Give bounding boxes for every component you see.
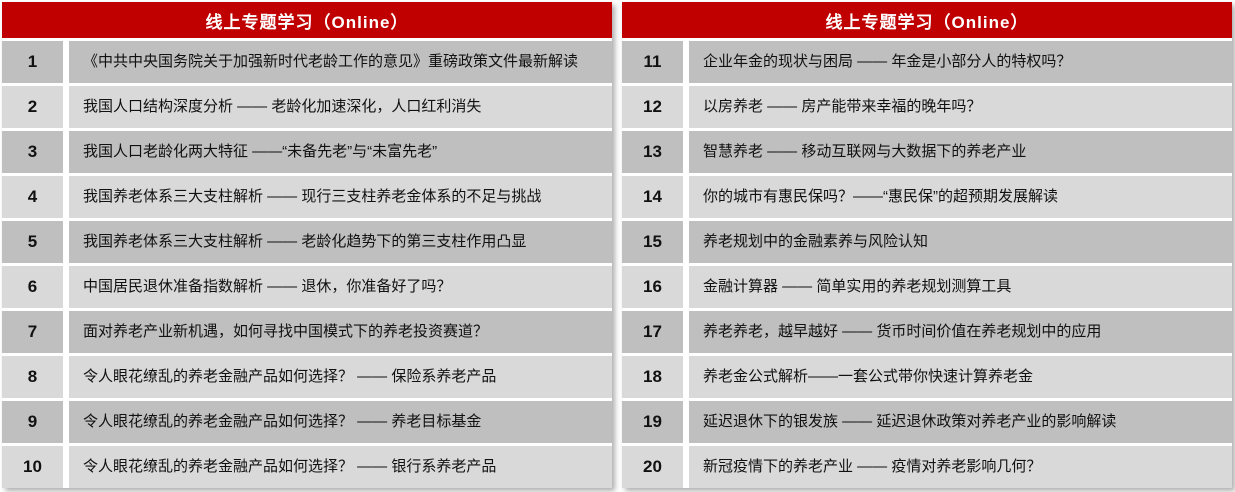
row-topic: 智慧养老 —— 移动互联网与大数据下的养老产业 xyxy=(703,143,1027,161)
table-row: 16 金融计算器 —— 简单实用的养老规划测算工具 xyxy=(622,263,1232,308)
row-number: 17 xyxy=(622,311,689,353)
table-row: 17 养老养老，越早越好 —— 货币时间价值在养老规划中的应用 xyxy=(622,308,1232,353)
table-header: 线上专题学习（Online） xyxy=(2,2,612,38)
row-number: 11 xyxy=(622,41,689,83)
table-row: 19 延迟退休下的银发族 —— 延迟退休政策对养老产业的影响解读 xyxy=(622,398,1232,443)
table-row: 3 我国人口老龄化两大特征 ——“未备先老”与“未富先老” xyxy=(2,128,612,173)
row-number: 15 xyxy=(622,221,689,263)
table-rows: 1 《中共中央国务院关于加强新时代老龄工作的意见》重磅政策文件最新解读 2 我国人口结… xyxy=(2,38,612,488)
row-number: 3 xyxy=(2,131,69,173)
row-topic: 令人眼花缭乱的养老金融产品如何选择？ —— 银行系养老产品 xyxy=(83,458,497,476)
row-number: 10 xyxy=(2,446,69,488)
table-row: 9 令人眼花缭乱的养老金融产品如何选择？ —— 养老目标基金 xyxy=(2,398,612,443)
row-number: 5 xyxy=(2,221,69,263)
table-row: 8 令人眼花缭乱的养老金融产品如何选择？ —— 保险系养老产品 xyxy=(2,353,612,398)
table-row: 13 智慧养老 —— 移动互联网与大数据下的养老产业 xyxy=(622,128,1232,173)
table-row: 10 令人眼花缭乱的养老金融产品如何选择？ —— 银行系养老产品 xyxy=(2,443,612,488)
row-number: 8 xyxy=(2,356,69,398)
table-row: 18 养老金公式解析——一套公式带你快速计算养老金 xyxy=(622,353,1232,398)
table-title: 线上专题学习（Online） xyxy=(825,12,1029,32)
table-row: 2 我国人口结构深度分析 —— 老龄化加速深化，人口红利消失 xyxy=(2,83,612,128)
row-topic: 我国人口老龄化两大特征 ——“未备先老”与“未富先老” xyxy=(83,143,438,161)
table-row: 7 面对养老产业新机遇，如何寻找中国模式下的养老投资赛道？ xyxy=(2,308,612,353)
row-topic: 养老金公式解析——一套公式带你快速计算养老金 xyxy=(703,368,1034,386)
table-row: 11 企业年金的现状与困局 —— 年金是小部分人的特权吗？ xyxy=(622,38,1232,83)
table-row: 6 中国居民退休准备指数解析 —— 退休，你准备好了吗？ xyxy=(2,263,612,308)
row-number: 13 xyxy=(622,131,689,173)
row-topic: 金融计算器 —— 简单实用的养老规划测算工具 xyxy=(703,278,1012,296)
table-row: 4 我国养老体系三大支柱解析 —— 现行三支柱养老金体系的不足与挑战 xyxy=(2,173,612,218)
table-row: 20 新冠疫情下的养老产业 —— 疫情对养老影响几何？ xyxy=(622,443,1232,488)
row-topic: 养老养老，越早越好 —— 货币时间价值在养老规划中的应用 xyxy=(703,323,1102,341)
row-number: 2 xyxy=(2,86,69,128)
row-number: 19 xyxy=(622,401,689,443)
table-header: 线上专题学习（Online） xyxy=(622,2,1232,38)
row-topic: 中国居民退休准备指数解析 —— 退休，你准备好了吗？ xyxy=(83,278,452,296)
row-topic: 面对养老产业新机遇，如何寻找中国模式下的养老投资赛道？ xyxy=(83,323,489,341)
row-topic: 延迟退休下的银发族 —— 延迟退休政策对养老产业的影响解读 xyxy=(703,413,1117,431)
row-number: 1 xyxy=(2,41,69,83)
row-topic: 《中共中央国务院关于加强新时代老龄工作的意见》重磅政策文件最新解读 xyxy=(83,53,579,71)
row-topic: 我国养老体系三大支柱解析 —— 老龄化趋势下的第三支柱作用凸显 xyxy=(83,233,527,251)
row-topic: 新冠疫情下的养老产业 —— 疫情对养老影响几何？ xyxy=(703,458,1042,476)
row-number: 4 xyxy=(2,176,69,218)
row-topic: 你的城市有惠民保吗？——“惠民保”的超预期发展解读 xyxy=(703,188,1058,206)
online-topics-table-right: 线上专题学习（Online） 11 企业年金的现状与困局 —— 年金是小部分人的特… xyxy=(622,2,1232,488)
table-title: 线上专题学习（Online） xyxy=(205,12,409,32)
row-number: 7 xyxy=(2,311,69,353)
table-row: 5 我国养老体系三大支柱解析 —— 老龄化趋势下的第三支柱作用凸显 xyxy=(2,218,612,263)
row-topic: 令人眼花缭乱的养老金融产品如何选择？ —— 保险系养老产品 xyxy=(83,368,497,386)
row-topic: 企业年金的现状与困局 —— 年金是小部分人的特权吗？ xyxy=(703,53,1072,71)
table-row: 15 养老规划中的金融素养与风险认知 xyxy=(622,218,1232,263)
row-number: 20 xyxy=(622,446,689,488)
row-number: 6 xyxy=(2,266,69,308)
row-number: 9 xyxy=(2,401,69,443)
table-row: 1 《中共中央国务院关于加强新时代老龄工作的意见》重磅政策文件最新解读 xyxy=(2,38,612,83)
table-rows: 11 企业年金的现状与困局 —— 年金是小部分人的特权吗？ 12 以房养老 —— 房产… xyxy=(622,38,1232,488)
row-topic: 养老规划中的金融素养与风险认知 xyxy=(703,233,929,251)
table-row: 12 以房养老 —— 房产能带来幸福的晚年吗？ xyxy=(622,83,1232,128)
row-number: 16 xyxy=(622,266,689,308)
table-row: 14 你的城市有惠民保吗？——“惠民保”的超预期发展解读 xyxy=(622,173,1232,218)
row-topic: 令人眼花缭乱的养老金融产品如何选择？ —— 养老目标基金 xyxy=(83,413,482,431)
row-topic: 以房养老 —— 房产能带来幸福的晚年吗？ xyxy=(703,98,982,116)
row-number: 14 xyxy=(622,176,689,218)
row-number: 18 xyxy=(622,356,689,398)
row-topic: 我国人口结构深度分析 —— 老龄化加速深化，人口红利消失 xyxy=(83,98,482,116)
row-number: 12 xyxy=(622,86,689,128)
online-topics-table-left: 线上专题学习（Online） 1 《中共中央国务院关于加强新时代老龄工作的意见》重… xyxy=(2,2,612,488)
row-topic: 我国养老体系三大支柱解析 —— 现行三支柱养老金体系的不足与挑战 xyxy=(83,188,542,206)
